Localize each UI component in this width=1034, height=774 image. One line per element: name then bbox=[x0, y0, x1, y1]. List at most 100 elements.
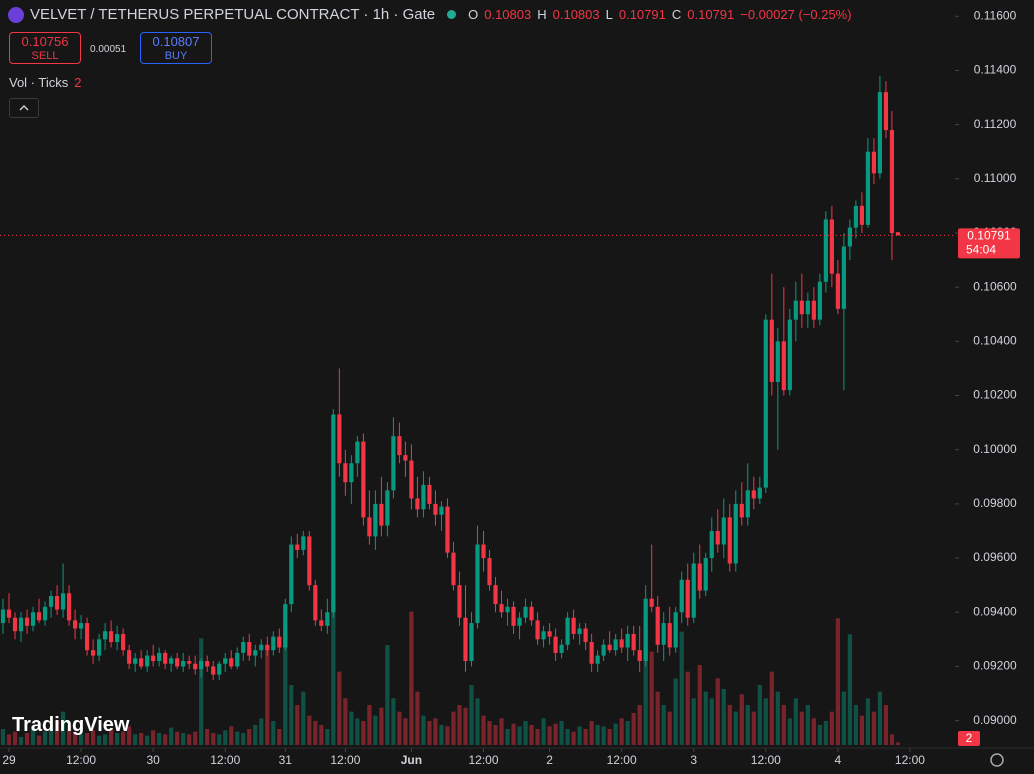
volume-bar bbox=[205, 729, 210, 745]
volume-bar bbox=[799, 711, 804, 745]
collapse-button[interactable] bbox=[9, 98, 39, 118]
volume-bar bbox=[139, 733, 144, 745]
volume-bar bbox=[325, 729, 330, 745]
volume-bar bbox=[703, 691, 708, 745]
volume-bar bbox=[217, 734, 222, 745]
candle-body bbox=[745, 490, 750, 518]
sell-button[interactable]: 0.10756 SELL bbox=[9, 32, 81, 64]
candle-body bbox=[6, 609, 12, 618]
volume-bar bbox=[403, 718, 408, 745]
volume-bar bbox=[84, 733, 90, 745]
candle-body bbox=[493, 585, 498, 605]
candle-body bbox=[145, 655, 150, 667]
volume-bar bbox=[385, 645, 390, 745]
candle-body bbox=[18, 617, 24, 632]
candle-body bbox=[379, 503, 384, 526]
candle-body bbox=[643, 598, 648, 662]
candle-body bbox=[175, 658, 180, 667]
volume-bar bbox=[337, 671, 342, 745]
candle-body bbox=[649, 598, 654, 607]
candle-body bbox=[547, 631, 552, 637]
volume-bar bbox=[349, 711, 354, 745]
y-tick-label: 0.10600 bbox=[973, 279, 1017, 293]
volume-bar bbox=[571, 731, 576, 745]
volume-bar bbox=[18, 737, 24, 745]
volume-bar bbox=[433, 718, 438, 745]
c-value: 0.10791 bbox=[687, 7, 735, 22]
candle-body bbox=[367, 517, 372, 537]
candle-body bbox=[277, 636, 282, 648]
candle-body bbox=[631, 633, 636, 651]
volume-bar bbox=[289, 685, 294, 745]
candle-body bbox=[529, 606, 534, 621]
volume-bar bbox=[517, 726, 522, 745]
volume-bar bbox=[535, 729, 540, 745]
symbol-title[interactable]: VELVET / TETHERUS PERPETUAL CONTRACT · 1… bbox=[30, 6, 436, 23]
candle-body bbox=[469, 623, 474, 662]
volume-bar bbox=[301, 691, 306, 745]
volume-bar bbox=[145, 735, 150, 745]
candle-body bbox=[283, 604, 288, 648]
volume-bar bbox=[745, 705, 750, 745]
volume-bar bbox=[361, 721, 366, 745]
candle-body bbox=[619, 639, 624, 648]
volume-bar bbox=[529, 725, 534, 745]
buy-button[interactable]: 0.10807 BUY bbox=[140, 32, 212, 64]
volume-bar bbox=[733, 711, 738, 745]
candle-body bbox=[541, 631, 546, 640]
volume-bar bbox=[661, 705, 666, 745]
x-tick-label: 12:00 bbox=[210, 753, 240, 767]
volume-bar bbox=[883, 705, 889, 745]
volume-bar bbox=[463, 707, 468, 745]
y-tick-label: 0.10400 bbox=[973, 334, 1017, 348]
candle-body bbox=[751, 490, 756, 499]
candle-body bbox=[0, 609, 6, 624]
candle-body bbox=[829, 219, 834, 274]
x-tick-label: 12:00 bbox=[468, 753, 498, 767]
volume-bar bbox=[307, 715, 312, 745]
volume-bar bbox=[391, 698, 396, 745]
x-tick-label: 30 bbox=[146, 753, 160, 767]
volume-bar bbox=[775, 691, 780, 745]
volume-bar bbox=[709, 698, 714, 745]
candle-body bbox=[577, 628, 582, 634]
candle-body bbox=[331, 414, 336, 613]
candle-body bbox=[715, 530, 720, 545]
buy-label: BUY bbox=[164, 50, 188, 62]
volume-bar bbox=[127, 726, 132, 745]
candle-body bbox=[355, 441, 360, 464]
indicator-name: Vol · Ticks bbox=[9, 75, 69, 90]
candle-body bbox=[481, 544, 486, 559]
volume-bar bbox=[223, 730, 228, 745]
candle-body bbox=[157, 652, 162, 662]
candle-body bbox=[241, 642, 246, 653]
logo: TradingView bbox=[12, 714, 130, 736]
candle-body bbox=[337, 414, 342, 464]
candle-body bbox=[739, 503, 744, 518]
volume-bar bbox=[829, 711, 834, 745]
candle-body bbox=[78, 623, 84, 629]
x-tick-label: 12:00 bbox=[895, 753, 925, 767]
volume-bar bbox=[655, 691, 660, 745]
volume-bar bbox=[121, 731, 126, 745]
candle-body bbox=[217, 663, 222, 675]
candle-body bbox=[97, 639, 102, 656]
y-tick-label: 0.09400 bbox=[973, 604, 1017, 618]
volume-bar bbox=[481, 715, 486, 745]
candle-body bbox=[127, 650, 132, 664]
candle-body bbox=[685, 579, 690, 618]
y-tick-label: 0.09000 bbox=[973, 713, 1017, 727]
volume-bar bbox=[727, 705, 732, 745]
candle-body bbox=[589, 642, 594, 664]
chevron bbox=[19, 105, 29, 111]
status-dot bbox=[447, 10, 457, 19]
candle-body bbox=[451, 552, 456, 586]
volume-bar bbox=[559, 721, 564, 745]
candle-body bbox=[391, 436, 396, 491]
candle-body bbox=[595, 655, 600, 664]
candle-body bbox=[403, 455, 408, 461]
candle-body bbox=[42, 606, 48, 621]
settings-icon bbox=[990, 753, 1004, 767]
candle-body bbox=[787, 319, 792, 391]
